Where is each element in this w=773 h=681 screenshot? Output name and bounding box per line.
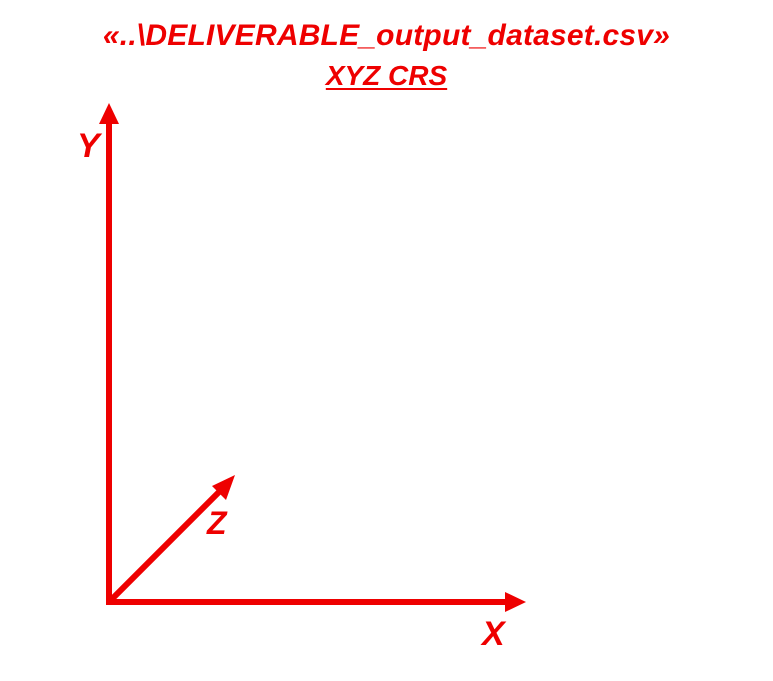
y-axis-label: Y [77,127,103,165]
y-axis-arrowhead [99,103,119,124]
title-block: «..\DELIVERABLE_output_dataset.csv» XYZ … [0,18,773,94]
z-axis-arrowhead [212,475,235,500]
x-axis-label: X [480,615,507,653]
z-axis-label: Z [206,505,228,541]
diagram-subtitle: XYZ CRS [325,60,448,91]
diagram-title: «..\DELIVERABLE_output_dataset.csv» [102,19,671,52]
z-axis-line [106,486,225,605]
x-axis-arrowhead [505,592,526,612]
